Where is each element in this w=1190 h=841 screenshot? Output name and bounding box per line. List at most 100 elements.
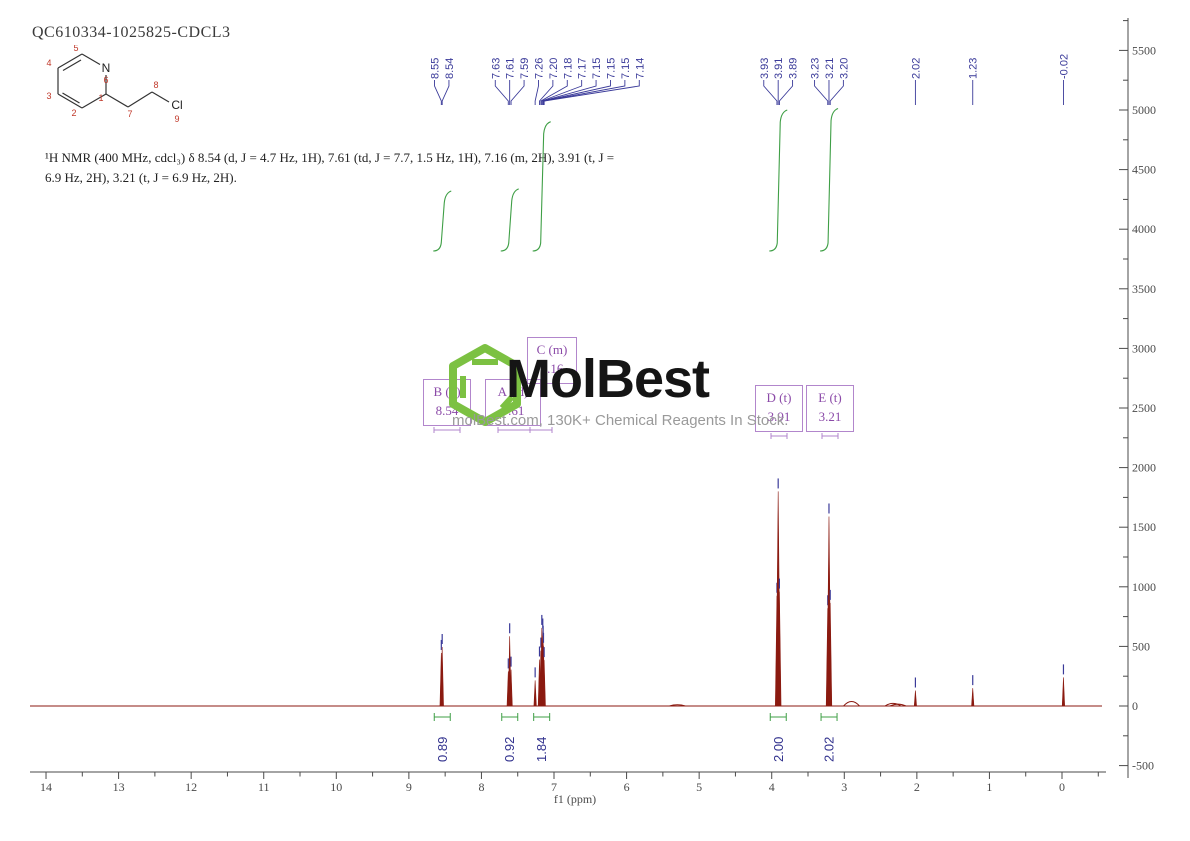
benzene-hexagon-icon xyxy=(449,344,521,426)
peak-label: 7.15 xyxy=(605,58,617,79)
integral-bracket xyxy=(820,713,838,721)
peak-label: 8.55 xyxy=(430,58,442,79)
integral-value: 0.89 xyxy=(435,737,450,762)
atom-number: 4 xyxy=(46,58,51,68)
peak-label: 3.89 xyxy=(788,58,800,79)
y-axis-tick-label: 3500 xyxy=(1132,282,1156,296)
y-axis-tick-label: 1500 xyxy=(1132,520,1156,534)
integral-value: 0.92 xyxy=(502,737,517,762)
watermark-tagline: molBest.com, 130K+ Chemical Reagents In … xyxy=(452,412,789,429)
peak-label-connector xyxy=(539,80,554,105)
integral-bracket xyxy=(433,713,451,721)
peak-label-connector xyxy=(763,80,778,105)
integral-curve xyxy=(532,121,551,252)
x-axis-tick-label: 6 xyxy=(624,780,630,794)
spectrum-bump xyxy=(884,702,902,707)
y-axis-tick-label: 500 xyxy=(1132,639,1150,653)
y-axis-tick-label: 1000 xyxy=(1132,580,1156,594)
sample-title: QC610334-1025825-CDCL3 xyxy=(32,24,231,41)
peak-label-connector xyxy=(543,80,626,105)
assignment-range-bracket xyxy=(433,427,461,433)
integral-bracket xyxy=(501,713,519,721)
x-axis-tick-label: 3 xyxy=(841,780,847,794)
watermark-brand: MolBest xyxy=(506,349,710,409)
spectrum-peak xyxy=(509,669,513,707)
integral-value: 2.00 xyxy=(771,737,786,762)
peak-label: 7.17 xyxy=(577,58,589,79)
x-axis-tick-label: 5 xyxy=(696,780,702,794)
y-axis-tick-label: 3000 xyxy=(1132,341,1156,355)
peak-label-connector xyxy=(534,80,539,105)
atom-number: 6 xyxy=(103,75,108,85)
integral-curve xyxy=(433,190,452,252)
y-axis-tick-label: 0 xyxy=(1132,699,1138,713)
spectrum-peak xyxy=(1061,677,1065,707)
spectrum-bump xyxy=(889,703,907,707)
nitrogen-label: N xyxy=(102,61,111,75)
y-axis-tick-label: 5000 xyxy=(1132,103,1156,117)
spectrum-peak xyxy=(777,591,782,707)
peak-label: 7.59 xyxy=(519,58,531,79)
integral-curve xyxy=(820,108,839,252)
spectrum-peak xyxy=(533,680,537,707)
x-axis-tick-label: 8 xyxy=(478,780,484,794)
peak-label-connector xyxy=(541,80,583,105)
peak-label-connector xyxy=(778,80,794,105)
y-axis-tick-label: 2500 xyxy=(1132,401,1156,415)
x-axis-tick-label: 12 xyxy=(185,780,197,794)
x-axis-tick-label: 9 xyxy=(406,780,412,794)
spectrum-peak xyxy=(542,660,546,707)
bond-lines xyxy=(57,53,170,109)
spectrum-bump xyxy=(669,704,686,707)
y-axis-tick-label: 2000 xyxy=(1132,461,1156,475)
x-axis-tick-label: 0 xyxy=(1059,780,1065,794)
spectrum-peak xyxy=(828,602,833,707)
peak-label: 3.91 xyxy=(773,58,785,79)
peak-label-connector xyxy=(494,80,509,105)
atom-number: 3 xyxy=(46,91,51,101)
spectrum-bump xyxy=(843,700,860,707)
x-axis-tick-label: 7 xyxy=(551,780,557,794)
chlorine-label: Cl xyxy=(171,98,182,112)
peak-label: 3.23 xyxy=(810,58,822,79)
peak-label: 7.26 xyxy=(533,58,545,79)
atom-number: 9 xyxy=(174,114,179,124)
peak-label: 3.20 xyxy=(838,58,850,79)
integral-curve xyxy=(769,109,788,252)
peak-label: 7.20 xyxy=(548,58,560,79)
peak-label: 7.18 xyxy=(562,58,574,79)
integral-bracket xyxy=(533,713,551,721)
x-axis-tick-label: 2 xyxy=(914,780,920,794)
peak-label: 7.61 xyxy=(505,58,517,79)
peak-label: 7.15 xyxy=(620,58,632,79)
atom-number: 2 xyxy=(71,108,76,118)
atom-number: 1 xyxy=(98,93,103,103)
x-axis-tick-label: 13 xyxy=(113,780,125,794)
peak-label: 7.63 xyxy=(490,58,502,79)
y-axis-tick-label: 4500 xyxy=(1132,163,1156,177)
y-axis-tick-label: -500 xyxy=(1132,759,1154,773)
peak-label-connector xyxy=(814,80,829,105)
peak-label-connector xyxy=(441,80,450,105)
peak-label: 7.15 xyxy=(591,58,603,79)
integral-bracket xyxy=(769,713,787,721)
peak-label-connector xyxy=(543,80,640,105)
peak-label: 3.93 xyxy=(759,58,771,79)
atom-number: 8 xyxy=(153,80,158,90)
x-axis-title: f1 (ppm) xyxy=(554,792,596,806)
x-axis-tick-label: 14 xyxy=(40,780,52,794)
assignment-range-bracket xyxy=(821,433,839,439)
assignment-range-bracket xyxy=(770,433,788,439)
x-axis-tick-label: 4 xyxy=(769,780,775,794)
peak-label-connector xyxy=(829,80,844,105)
peak-label: 7.14 xyxy=(634,58,646,79)
x-axis-tick-label: 11 xyxy=(258,780,270,794)
peak-label-connector xyxy=(434,80,442,105)
spectrum-peak xyxy=(440,646,444,707)
peak-label: 2.02 xyxy=(910,58,922,79)
watermark: MolBest molBest.com, 130K+ Chemical Reag… xyxy=(446,338,788,438)
nmr-assignment-text: ¹H NMR (400 MHz, cdcl₃) δ 8.54 (d, J = 4… xyxy=(45,150,615,186)
peak-label: 3.21 xyxy=(824,58,836,79)
